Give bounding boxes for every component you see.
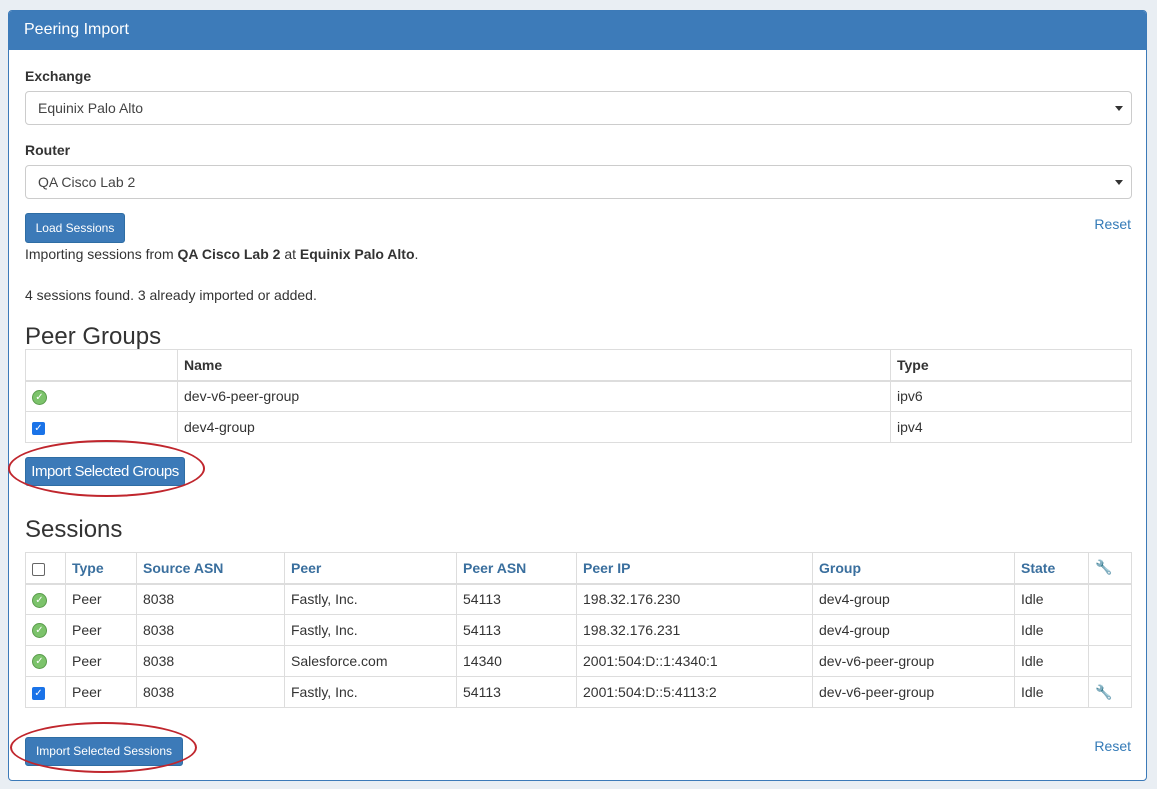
- cell-group: dev-v6-peer-group: [812, 676, 1015, 708]
- peer-groups-table: Name Type ✓ dev-v6-peer-group ipv6 ✓ dev4-gr…: [25, 349, 1132, 443]
- import-status-text: Importing sessions from QA Cisco Lab 2 a…: [25, 246, 419, 262]
- cell-source-asn: 8038: [136, 583, 285, 615]
- cell-peer-ip: 2001:504:D::5:4113:2: [576, 676, 813, 708]
- cell-type: Peer: [65, 676, 137, 708]
- cell-state: Idle: [1014, 645, 1089, 677]
- sort-type[interactable]: Type: [65, 552, 137, 585]
- sort-state[interactable]: State: [1014, 552, 1089, 585]
- peering-import-panel: Peering Import Exchange Equinix Palo Alt…: [8, 10, 1147, 781]
- sort-peer[interactable]: Peer: [284, 552, 457, 585]
- cell-group: dev4-group: [812, 583, 1015, 615]
- exchange-select[interactable]: Equinix Palo Alto: [25, 91, 1132, 125]
- exchange-label: Exchange: [25, 68, 92, 84]
- table-row: ✓ Peer 8038 Fastly, Inc. 54113 2001:504:D::5:…: [25, 676, 1132, 708]
- table-row: ✓ Peer 8038 Fastly, Inc. 54113 198.32.176.231…: [25, 614, 1132, 646]
- exchange-value: Equinix Palo Alto: [38, 100, 144, 116]
- cell-peer-asn: 54113: [456, 614, 577, 646]
- sort-peer-ip[interactable]: Peer IP: [576, 552, 813, 585]
- table-row: ✓ Peer 8038 Fastly, Inc. 54113 198.32.176.230…: [25, 583, 1132, 615]
- wrench-icon[interactable]: 🔧: [1095, 683, 1113, 700]
- table-row: ✓ Peer 8038 Salesforce.com 14340 2001:504:D::…: [25, 645, 1132, 677]
- panel-title: Peering Import: [9, 11, 1146, 50]
- cell-peer: Salesforce.com: [284, 645, 457, 677]
- select-all-checkbox[interactable]: [32, 562, 45, 576]
- cell-type: Peer: [65, 583, 137, 615]
- sessions-found-text: 4 sessions found. 3 already imported or …: [25, 287, 317, 303]
- sessions-table: Type Source ASN Peer Peer ASN Peer IP Gr…: [25, 552, 1132, 708]
- cell-source-asn: 8038: [136, 645, 285, 677]
- cell-peer-asn: 54113: [456, 583, 577, 615]
- cell-peer-asn: 14340: [456, 645, 577, 677]
- table-row: ✓ dev4-group ipv4: [25, 411, 1132, 443]
- cell-state: Idle: [1014, 614, 1089, 646]
- cell-source-asn: 8038: [136, 614, 285, 646]
- cell-type: Peer: [65, 645, 137, 677]
- check-circle-icon: ✓: [32, 592, 47, 608]
- cell-peer-ip: 198.32.176.231: [576, 614, 813, 646]
- table-row: ✓ dev-v6-peer-group ipv6: [25, 380, 1132, 412]
- sort-group[interactable]: Group: [812, 552, 1015, 585]
- cell-peer-asn: 54113: [456, 676, 577, 708]
- cell-type: Peer: [65, 614, 137, 646]
- cell-group: dev-v6-peer-group: [812, 645, 1015, 677]
- sort-peer-asn[interactable]: Peer ASN: [456, 552, 577, 585]
- annotation-ellipse: [8, 440, 205, 497]
- cell-source-asn: 8038: [136, 676, 285, 708]
- cell-peer: Fastly, Inc.: [284, 614, 457, 646]
- row-checkbox[interactable]: ✓: [32, 686, 45, 700]
- check-circle-icon: ✓: [32, 654, 47, 670]
- wrench-icon: 🔧: [1088, 552, 1132, 585]
- router-value: QA Cisco Lab 2: [38, 174, 136, 190]
- sort-source-asn[interactable]: Source ASN: [136, 552, 285, 585]
- cell-state: Idle: [1014, 676, 1089, 708]
- cell-state: Idle: [1014, 583, 1089, 615]
- reset-link[interactable]: Reset: [1094, 216, 1131, 232]
- cell-peer: Fastly, Inc.: [284, 583, 457, 615]
- sessions-heading: Sessions: [25, 516, 123, 543]
- cell-peer-ip: 2001:504:D::1:4340:1: [576, 645, 813, 677]
- annotation-ellipse: [10, 722, 197, 773]
- reset-link-sessions[interactable]: Reset: [1094, 738, 1131, 754]
- row-checkbox[interactable]: ✓: [32, 421, 45, 435]
- load-sessions-button[interactable]: Load Sessions: [25, 213, 125, 243]
- caret-down-icon: [1115, 180, 1123, 185]
- router-select[interactable]: QA Cisco Lab 2: [25, 165, 1132, 199]
- check-circle-icon: ✓: [32, 623, 47, 639]
- cell-group: dev4-group: [812, 614, 1015, 646]
- router-label: Router: [25, 142, 71, 158]
- caret-down-icon: [1115, 106, 1123, 111]
- check-circle-icon: ✓: [32, 389, 47, 405]
- cell-peer: Fastly, Inc.: [284, 676, 457, 708]
- peer-groups-heading: Peer Groups: [25, 323, 162, 350]
- cell-peer-ip: 198.32.176.230: [576, 583, 813, 615]
